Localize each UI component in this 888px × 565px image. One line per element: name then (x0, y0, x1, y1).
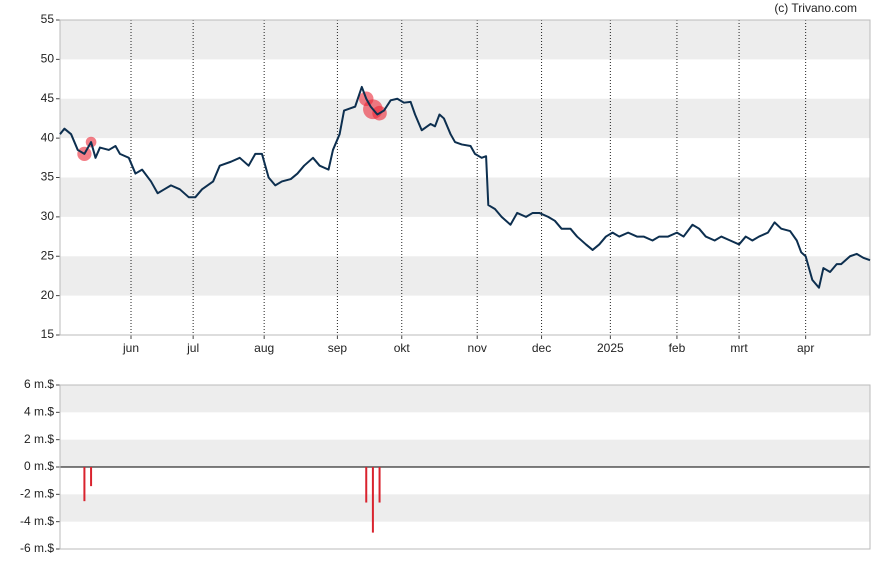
trade-bar (90, 467, 93, 487)
credit: (c) Trivano.com (774, 1, 857, 15)
y-tick-label: 50 (41, 52, 55, 66)
x-tick-label: apr (797, 341, 814, 355)
price-line (59, 85, 871, 289)
band (60, 494, 870, 522)
y-tick-label: -2 m.$ (20, 487, 54, 501)
trade-bar (83, 467, 86, 502)
band (60, 20, 870, 60)
y-tick-label: 45 (41, 91, 55, 105)
y-tick-label: 2 m.$ (24, 432, 54, 446)
band (60, 177, 870, 217)
x-tick-label: nov (468, 341, 487, 355)
band (60, 385, 870, 413)
y-tick-label: 30 (41, 209, 55, 223)
y-tick-label: -4 m.$ (20, 514, 54, 528)
trade-bar (371, 467, 374, 533)
y-tick-label: 20 (41, 288, 55, 302)
y-tick-label: 0 m.$ (24, 459, 54, 473)
x-tick-label: jun (122, 341, 139, 355)
y-tick-label: 35 (41, 170, 55, 184)
trade-bar (365, 467, 368, 503)
y-tick-label: 55 (41, 12, 55, 26)
x-tick-label: jul (186, 341, 199, 355)
y-tick-label: 6 m.$ (24, 377, 54, 391)
x-tick-label: mrt (730, 341, 748, 355)
x-tick-label: sep (328, 341, 348, 355)
x-tick-label: 2025 (597, 341, 624, 355)
plot-frame (59, 19, 871, 336)
y-tick-label: 15 (41, 327, 55, 341)
x-tick-label: feb (669, 341, 686, 355)
band (60, 439, 870, 467)
band (60, 256, 870, 296)
x-tick-label: dec (532, 341, 551, 355)
y-tick-label: -6 m.$ (20, 541, 54, 555)
band (60, 98, 870, 139)
trade-bar (378, 467, 381, 503)
y-tick-label: 40 (41, 130, 55, 144)
y-tick-label: 4 m.$ (24, 405, 54, 419)
x-tick-label: okt (394, 341, 411, 355)
y-tick-label: 25 (41, 248, 55, 262)
x-tick-label: aug (254, 341, 274, 355)
plot-frame (59, 384, 871, 550)
